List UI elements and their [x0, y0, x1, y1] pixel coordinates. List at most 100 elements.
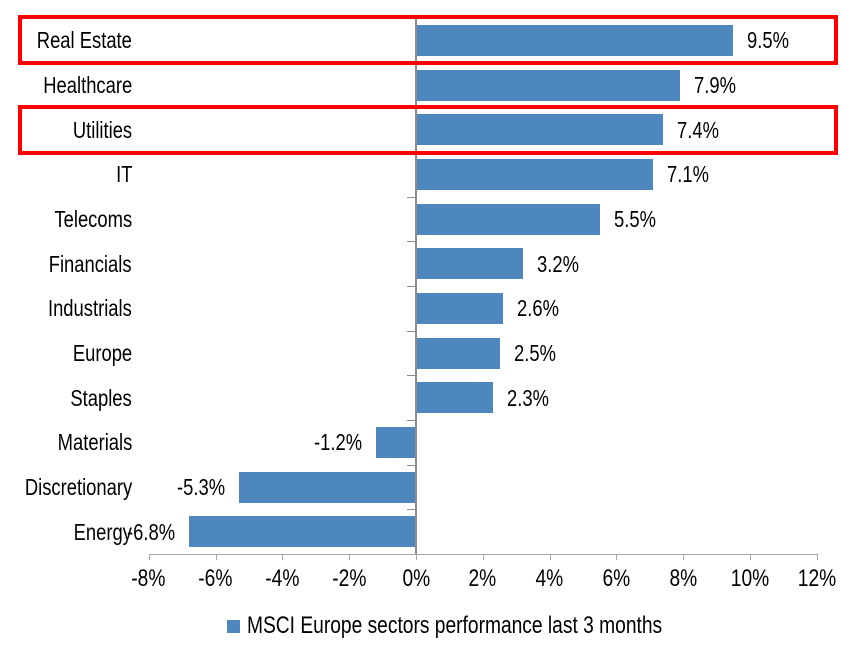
bar-energy	[188, 516, 416, 548]
value-label-utilities: 7.4%	[677, 108, 729, 152]
x-axis-tick-label-text: 6%	[602, 565, 631, 592]
bar-materials	[375, 426, 416, 458]
value-label-industrials: 2.6%	[517, 286, 569, 330]
category-label-text: Industrials	[48, 295, 132, 322]
category-label-it: IT	[112, 152, 132, 196]
y-axis-line	[415, 18, 417, 554]
value-label-staples: 2.3%	[507, 376, 559, 420]
x-axis-tick-label: -2%	[309, 564, 389, 594]
value-label-it: 7.1%	[667, 152, 719, 196]
x-axis-tick-label: -8%	[109, 564, 189, 594]
category-label-text: Telecoms	[54, 206, 132, 232]
x-axis-tick	[215, 554, 217, 560]
highlight-box-real-estate	[18, 15, 838, 66]
bar-healthcare	[416, 69, 680, 101]
category-label-text: Healthcare	[43, 72, 132, 98]
value-label-text: -5.3%	[176, 474, 225, 500]
value-label-text: 5.5%	[613, 206, 656, 232]
value-label-financials: 3.2%	[537, 242, 589, 286]
category-label-europe: Europe	[58, 331, 132, 375]
x-axis-tick-label: 6%	[576, 564, 656, 594]
x-axis-tick-label: 12%	[777, 564, 852, 594]
bar-utilities	[416, 114, 664, 146]
bar-discretionary	[238, 471, 416, 503]
y-axis-tick	[407, 196, 415, 198]
category-label-text: Staples	[70, 384, 132, 411]
bar-staples	[416, 382, 493, 414]
x-axis-tick	[683, 554, 685, 560]
category-label-financials: Financials	[28, 242, 132, 286]
x-axis-tick	[816, 554, 818, 560]
bar-financials	[416, 248, 523, 280]
y-axis-tick	[407, 286, 415, 287]
category-label-materials: Materials	[39, 420, 132, 464]
bar-europe	[416, 337, 500, 369]
x-axis-tick	[482, 554, 484, 560]
y-axis-tick	[407, 375, 415, 377]
y-axis-tick	[407, 241, 415, 243]
x-axis-tick	[549, 554, 551, 560]
x-axis-tick	[349, 554, 351, 560]
x-axis-tick-label: 4%	[510, 564, 590, 594]
bar-it	[416, 158, 654, 190]
x-axis-tick-label: 8%	[643, 564, 723, 594]
x-axis-tick-label: -4%	[242, 564, 322, 594]
x-axis-tick-label: 2%	[443, 564, 523, 594]
category-label-discretionary: Discretionary	[0, 465, 132, 509]
category-label-text: Energy	[73, 518, 132, 545]
x-axis-tick-label: 0%	[376, 564, 456, 594]
x-axis-tick	[616, 554, 618, 560]
x-axis-tick-label-text: 8%	[669, 565, 698, 592]
category-label-text: Europe	[72, 340, 132, 366]
x-axis-tick-label-text: 10%	[730, 565, 770, 592]
value-label-text: 7.9%	[693, 72, 736, 98]
x-axis-tick-label: -6%	[176, 564, 256, 594]
x-axis-tick-label: 10%	[710, 564, 790, 594]
bar-real-estate	[416, 24, 734, 56]
category-label-text: Financials	[49, 250, 132, 277]
category-label-telecoms: Telecoms	[35, 197, 132, 241]
category-label-utilities: Utilities	[58, 108, 132, 152]
value-label-text: 9.5%	[747, 27, 790, 54]
x-axis-tick-label-text: 0%	[402, 565, 430, 592]
y-axis-tick	[407, 330, 415, 332]
value-label-text: -6.8%	[126, 518, 175, 545]
value-label-materials: -1.2%	[302, 420, 362, 464]
value-label-energy: -6.8%	[115, 510, 175, 554]
value-label-real-estate: 9.5%	[747, 18, 799, 62]
category-label-healthcare: Healthcare	[21, 63, 132, 107]
category-label-text: Real Estate	[36, 27, 132, 54]
category-label-industrials: Industrials	[27, 286, 132, 330]
x-axis-tick-label-text: -6%	[198, 565, 233, 592]
x-axis-tick-label-text: 12%	[797, 565, 837, 592]
x-axis-tick	[750, 554, 751, 560]
value-label-text: -1.2%	[313, 429, 362, 456]
category-label-staples: Staples	[55, 376, 132, 420]
category-label-text: Utilities	[72, 116, 132, 143]
x-axis-tick-label-text: -4%	[265, 565, 300, 592]
value-label-text: 7.1%	[667, 161, 710, 188]
x-axis-tick	[148, 554, 150, 560]
y-axis-tick	[407, 420, 415, 421]
category-label-text: Discretionary	[24, 474, 132, 500]
value-label-discretionary: -5.3%	[165, 465, 225, 509]
value-label-telecoms: 5.5%	[614, 197, 666, 241]
x-axis-tick-label-text: 2%	[468, 565, 497, 592]
value-label-text: 7.4%	[677, 116, 720, 143]
bar-industrials	[416, 292, 503, 324]
value-label-europe: 2.5%	[514, 331, 566, 375]
highlight-box-utilities	[18, 104, 838, 155]
legend-marker-icon	[227, 620, 240, 633]
value-label-text: 3.2%	[536, 250, 579, 277]
x-axis-tick	[282, 554, 284, 560]
value-label-text: 2.5%	[513, 340, 556, 366]
category-label-text: IT	[115, 161, 132, 188]
x-axis-tick-label-text: -8%	[131, 565, 166, 592]
x-axis-tick-label-text: 4%	[535, 565, 564, 592]
legend-label-wrap: MSCI Europe sectors performance last 3 m…	[247, 612, 766, 640]
x-axis-tick-label-text: -2%	[332, 565, 367, 592]
x-axis-tick	[416, 554, 417, 560]
y-axis-tick	[407, 509, 415, 511]
y-axis-tick	[407, 464, 415, 466]
